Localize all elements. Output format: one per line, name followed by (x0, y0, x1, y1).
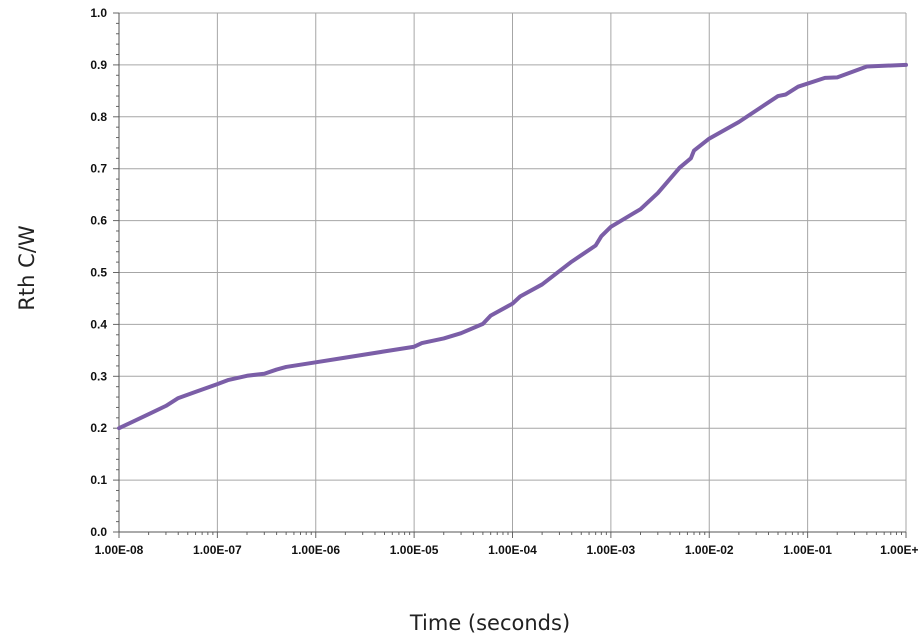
x-tick-labels: 1.00E-08 1.00E-07 1.00E-06 1.00E-05 1.00E-04… (95, 543, 918, 557)
y-tick-label: 0.7 (90, 162, 107, 176)
x-tick-label: 1.00E-04 (488, 543, 537, 557)
x-tick-label: 1.00E-05 (390, 543, 439, 557)
y-tick-label: 0.0 (90, 525, 107, 539)
y-axis-title: Rth C/W (15, 225, 39, 311)
y-tick-label: 0.9 (90, 58, 107, 72)
x-tick-label: 1.00E-08 (95, 543, 144, 557)
y-tick-label: 0.4 (90, 317, 107, 331)
x-axis-title: Time (seconds) (409, 611, 570, 635)
x-tick-label: 1.00E-03 (587, 543, 636, 557)
x-tick-label: 1.00E-07 (193, 543, 242, 557)
x-tick-label: 1.00E-02 (685, 543, 734, 557)
x-tick-label: 1.00E-01 (783, 543, 832, 557)
y-tick-label: 0.3 (90, 369, 107, 383)
plot-frame (113, 12, 907, 538)
y-tick-label: 0.5 (90, 266, 107, 280)
x-tick-label: 1.00E+00 (880, 543, 918, 557)
y-tick-label: 0.1 (90, 473, 107, 487)
y-tick-label: 0.8 (90, 110, 107, 124)
y-tick-label: 0.6 (90, 214, 107, 228)
y-tick-label: 1.0 (90, 6, 107, 20)
x-tick-label: 1.00E-06 (291, 543, 340, 557)
y-tick-labels: 0.0 0.1 0.2 0.3 0.4 0.5 0.6 0.7 0.8 0.9 1.0 (90, 6, 107, 539)
series-layer (117, 62, 908, 431)
y-tick-label: 0.2 (90, 421, 107, 435)
